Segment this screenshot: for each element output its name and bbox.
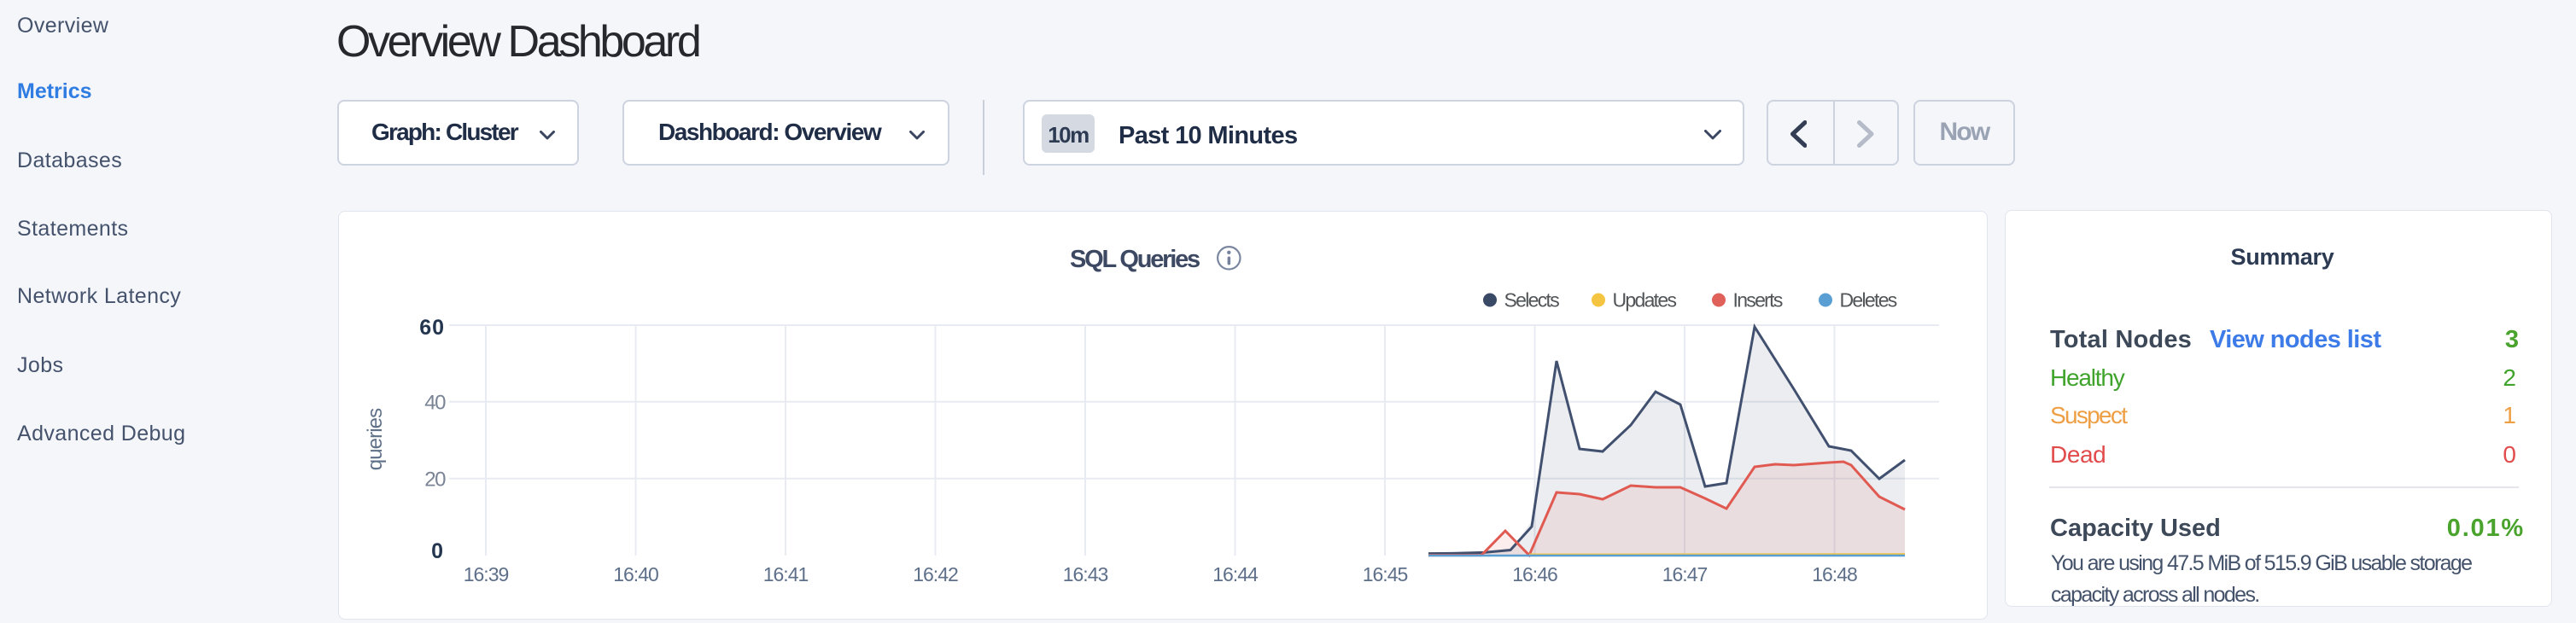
svg-text:Updates: Updates: [1613, 289, 1677, 312]
svg-text:16:41: 16:41: [763, 563, 809, 585]
svg-text:16:45: 16:45: [1363, 563, 1408, 585]
svg-text:16:44: 16:44: [1212, 563, 1259, 585]
svg-text:Deletes: Deletes: [1840, 289, 1897, 312]
svg-text:16:48: 16:48: [1812, 563, 1857, 585]
svg-text:SQL Queries: SQL Queries: [1070, 246, 1200, 273]
svg-text:16:47: 16:47: [1662, 563, 1708, 585]
svg-text:0: 0: [431, 539, 443, 563]
svg-text:Inserts: Inserts: [1733, 289, 1783, 312]
svg-text:16:39: 16:39: [464, 563, 509, 585]
svg-text:16:40: 16:40: [613, 563, 658, 585]
svg-text:40: 40: [424, 392, 446, 415]
svg-text:queries: queries: [364, 408, 387, 470]
svg-text:16:43: 16:43: [1063, 563, 1108, 585]
svg-text:16:46: 16:46: [1512, 563, 1557, 585]
svg-text:Selects: Selects: [1504, 289, 1560, 312]
svg-text:20: 20: [424, 469, 446, 492]
svg-text:60: 60: [419, 316, 445, 340]
svg-text:16:42: 16:42: [913, 563, 958, 585]
